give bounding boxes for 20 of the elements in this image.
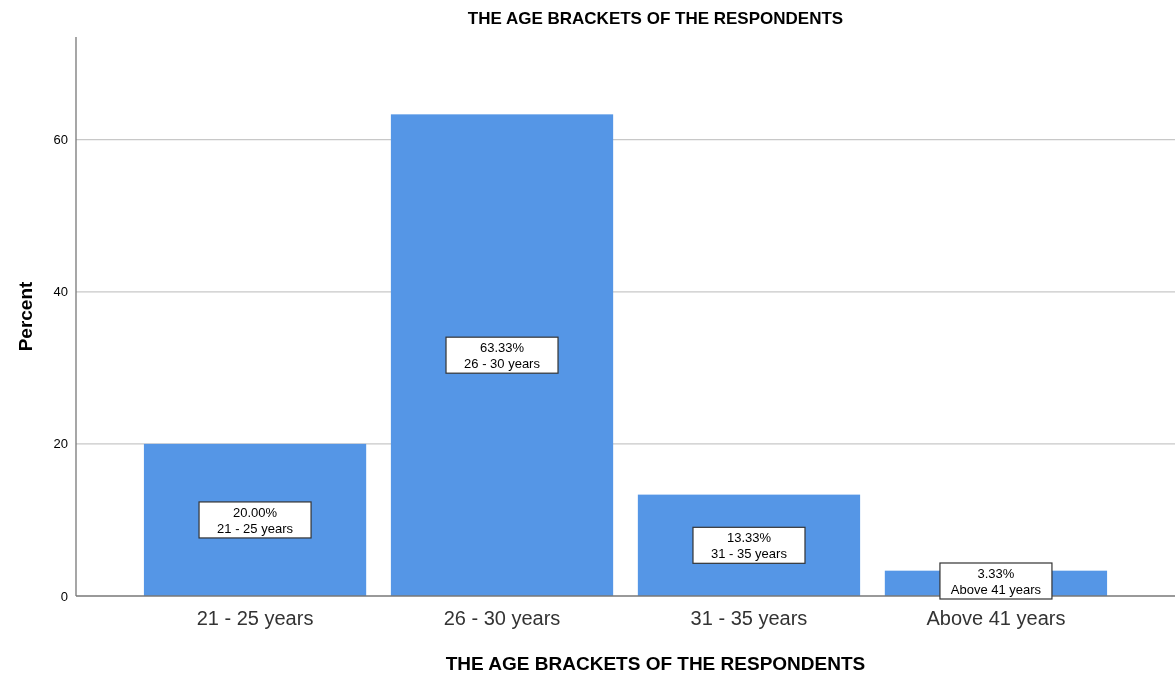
category-label: Above 41 years bbox=[950, 582, 1042, 597]
data-label: 20.00% bbox=[233, 504, 278, 520]
category-label: 31 - 35 years bbox=[711, 546, 787, 562]
x-tick-label: Above 41 years bbox=[926, 607, 1066, 629]
chart-title: THE AGE BRACKETS OF THE RESPONDENTS bbox=[467, 9, 844, 28]
data-label: 13.33% bbox=[726, 530, 772, 546]
y-axis-title: Percent bbox=[15, 280, 36, 352]
y-tick-label: 20 bbox=[53, 436, 68, 452]
data-label: 3.33% bbox=[977, 566, 1015, 581]
y-tick-label: 0 bbox=[60, 588, 68, 604]
x-tick-label: 31 - 35 years bbox=[690, 607, 808, 629]
category-label: 21 - 25 years bbox=[217, 520, 293, 536]
category-label: 26 - 30 years bbox=[464, 356, 540, 372]
data-label: 63.33% bbox=[479, 340, 525, 356]
x-tick-label: 21 - 25 years bbox=[196, 607, 314, 629]
x-axis-title: THE AGE BRACKETS OF THE RESPONDENTS bbox=[445, 653, 866, 674]
y-tick-label: 40 bbox=[53, 284, 68, 300]
bar bbox=[390, 114, 614, 596]
x-tick-label: 26 - 30 years bbox=[443, 607, 561, 629]
y-tick-label: 60 bbox=[53, 132, 68, 148]
